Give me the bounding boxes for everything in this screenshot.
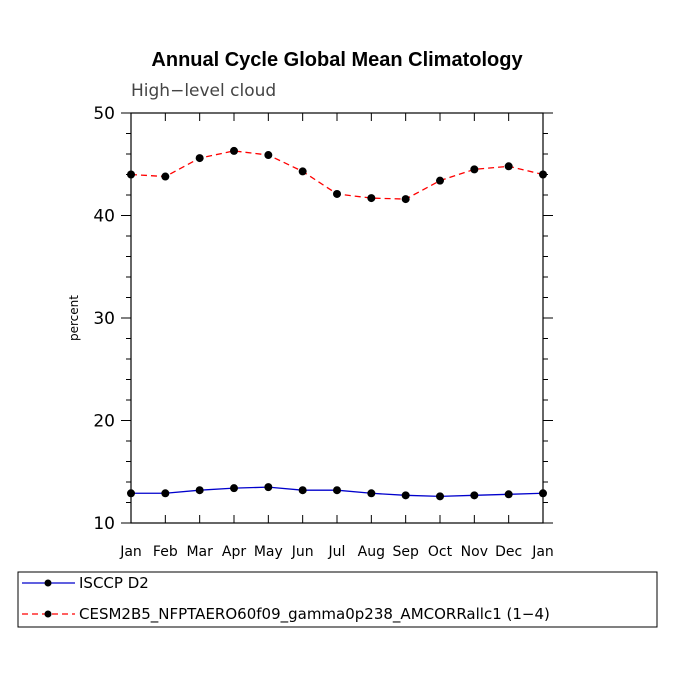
x-tick-label: Aug bbox=[358, 544, 385, 560]
series-2-point bbox=[333, 189, 341, 198]
series-1-point bbox=[470, 491, 479, 500]
series-1-point bbox=[195, 486, 204, 495]
legend-entry-2: CESM2B5_NFPTAERO60f09_gamma0p238_AMCORRa… bbox=[22, 605, 550, 624]
series-1-point bbox=[504, 490, 513, 499]
x-tick-label: Jan bbox=[531, 544, 554, 560]
x-tick-label: Dec bbox=[495, 544, 522, 560]
y-tick-label: 20 bbox=[93, 412, 115, 432]
x-tick-label: Jun bbox=[291, 544, 314, 560]
legend-entry-1: ISCCP D2 bbox=[22, 574, 149, 592]
y-tick-label: 10 bbox=[93, 514, 115, 534]
series-layer bbox=[127, 146, 547, 501]
y-axis-label: percent bbox=[67, 295, 81, 341]
series-1-point bbox=[436, 492, 444, 501]
series-1-point bbox=[367, 489, 376, 498]
x-tick-label: Sep bbox=[392, 544, 419, 560]
series-2-point bbox=[195, 154, 204, 163]
x-tick-label: Apr bbox=[222, 544, 246, 560]
series-1-point bbox=[230, 484, 238, 493]
series-1-point bbox=[401, 491, 410, 500]
x-tick-label: Mar bbox=[186, 544, 213, 560]
axis-ticks bbox=[121, 112, 553, 524]
series-1-point bbox=[127, 489, 135, 498]
series-2-point bbox=[367, 194, 376, 203]
y-tick-label: 50 bbox=[93, 104, 115, 124]
series-1-point bbox=[333, 486, 341, 495]
x-tick-label: Oct bbox=[428, 544, 453, 560]
tick-labels: Jan Feb Mar Apr May Jun Jul Aug Sep Oct Nov Dec Jan1… bbox=[93, 104, 553, 560]
legend-box bbox=[17, 571, 658, 628]
x-tick-label: Jul bbox=[328, 544, 346, 560]
series-2-point bbox=[504, 162, 513, 171]
x-tick-label: Nov bbox=[461, 544, 488, 560]
series-1-point bbox=[264, 483, 273, 492]
x-tick-label: Feb bbox=[153, 544, 178, 560]
series-1-point bbox=[539, 489, 547, 498]
series-2-point bbox=[298, 167, 307, 176]
chart-title: Annual Cycle Global Mean Climatology bbox=[151, 49, 523, 71]
x-tick-label: Jan bbox=[119, 544, 142, 560]
legend-marker-1 bbox=[44, 579, 52, 587]
series-2-point bbox=[264, 151, 273, 160]
series-2-point bbox=[401, 195, 410, 204]
chart-subtitle: High−level cloud bbox=[131, 81, 276, 101]
legend-marker-2 bbox=[44, 610, 52, 618]
series-2-point bbox=[161, 172, 170, 181]
series-1-point bbox=[161, 489, 170, 498]
y-tick-label: 30 bbox=[93, 309, 115, 329]
x-tick-label: May bbox=[254, 544, 283, 560]
legend-label-2: CESM2B5_NFPTAERO60f09_gamma0p238_AMCORRa… bbox=[79, 605, 550, 624]
series-2-point bbox=[470, 165, 479, 174]
series-2-point bbox=[127, 170, 135, 179]
series-2-point bbox=[539, 170, 547, 179]
legend-label-1: ISCCP D2 bbox=[79, 574, 149, 592]
series-2-point bbox=[436, 176, 444, 185]
series-1-point bbox=[298, 486, 307, 495]
series-2-point bbox=[230, 146, 238, 155]
plot-frame bbox=[130, 112, 544, 524]
y-tick-label: 40 bbox=[93, 207, 115, 227]
